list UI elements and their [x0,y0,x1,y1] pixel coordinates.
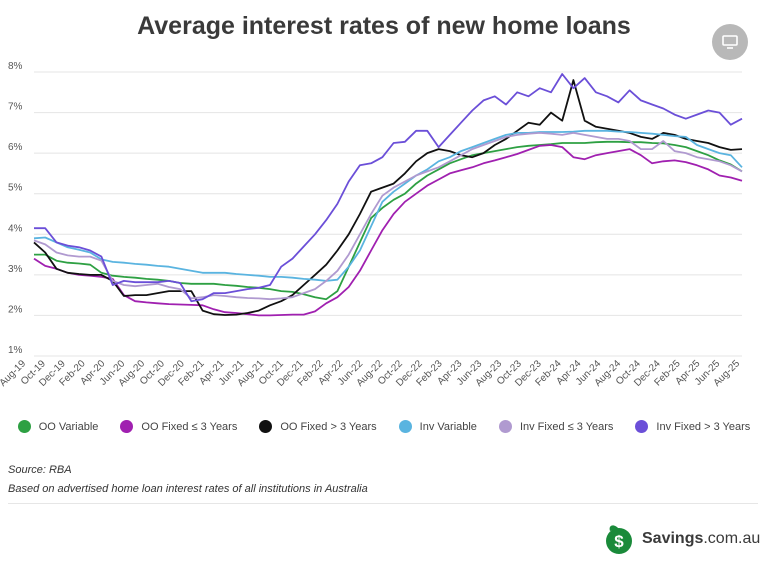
series-line-oo-fixed-3-years [33,144,743,317]
legend: OO Variable OO Fixed ≤ 3 Years OO Fixed > … [0,420,768,433]
legend-item[interactable]: OO Fixed ≤ 3 Years [120,420,237,433]
legend-label: Inv Variable [419,420,477,433]
series-line-inv-fixed-3-years [34,73,743,303]
legend-item[interactable]: OO Fixed > 3 Years [259,420,377,433]
chart-title: Average interest rates of new home loans [137,12,631,40]
y-tick-label: 2% [8,304,23,315]
y-tick-label: 8% [8,61,23,72]
brand-name: Savings.com.au [642,530,761,547]
note-text: Based on advertised home loan interest r… [8,483,368,495]
y-tick-label: 1% [8,345,23,356]
legend-swatch [120,420,134,433]
savings-logo-icon: $ [606,525,632,554]
gridlines [34,71,742,357]
legend-swatch [635,420,649,433]
legend-label: Inv Fixed ≤ 3 Years [519,420,614,433]
legend-label: OO Fixed ≤ 3 Years [141,420,238,433]
legend-swatch [259,420,273,433]
line-chart: 1% 2% 3% 4% 5% 6% 7% 8% Aug-19Oct-19Dec-19Feb-2… [0,61,743,389]
x-axis-ticks: Aug-19Oct-19Dec-19Feb-20Apr-20Jun-20Aug-… [0,358,742,389]
series-line-inv-fixed-3-years [33,131,743,301]
series-lines [33,73,743,317]
y-tick-label: 6% [8,142,23,153]
series-line-inv-variable [33,129,743,282]
y-axis-ticks: 1% 2% 3% 4% 5% 6% 7% 8% [8,61,23,356]
y-tick-label: 4% [8,223,23,234]
y-tick-label: 3% [8,264,23,275]
legend-item[interactable]: Inv Fixed > 3 Years [635,420,750,433]
legend-item[interactable]: Inv Fixed ≤ 3 Years [498,420,614,433]
y-tick-label: 7% [8,102,23,113]
divider [8,503,758,504]
fullscreen-button[interactable] [712,24,748,60]
legend-item[interactable]: Inv Variable [398,420,477,433]
legend-label: Inv Fixed > 3 Years [656,420,751,433]
legend-swatch [17,420,31,433]
source-text: Source: RBA [8,464,72,476]
legend-label: OO Fixed > 3 Years [280,420,377,433]
legend-label: OO Variable [38,420,99,433]
legend-item[interactable]: OO Variable [17,420,99,433]
monitor-icon [722,35,738,49]
legend-swatch [398,420,412,433]
series-line-oo-variable [34,140,743,301]
brand-logo[interactable]: $ Savings.com.au [604,523,760,555]
y-tick-label: 5% [8,183,23,194]
svg-text:$: $ [614,532,624,551]
legend-swatch [498,420,512,433]
